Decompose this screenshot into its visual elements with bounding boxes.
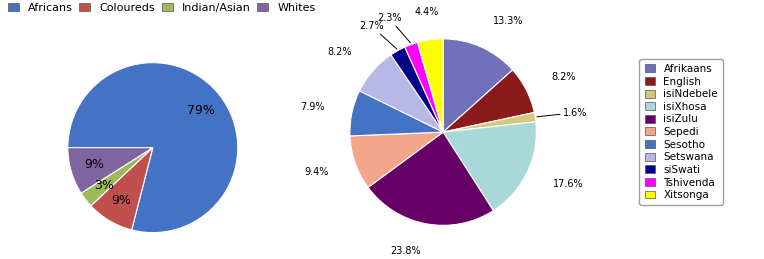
Text: 9%: 9% [84,158,104,171]
Wedge shape [417,39,443,132]
Wedge shape [68,148,153,193]
Wedge shape [443,39,513,132]
Text: 23.8%: 23.8% [390,246,421,256]
Text: 1.6%: 1.6% [0,258,1,259]
Legend: Africans, Coloureds, Indian/Asian, Whites: Africans, Coloureds, Indian/Asian, White… [5,0,318,15]
Wedge shape [81,148,153,206]
Text: 79%: 79% [187,104,215,117]
Wedge shape [350,91,443,136]
Wedge shape [391,47,443,132]
Wedge shape [443,122,536,211]
Legend: Afrikaans, English, isiNdebele, isiXhosa, isiZulu, Sepedi, Sesotho, Setswana, si: Afrikaans, English, isiNdebele, isiXhosa… [639,59,724,205]
Text: 9.4%: 9.4% [304,167,329,177]
Wedge shape [443,112,536,132]
Text: 8.2%: 8.2% [551,72,575,82]
Text: 17.7%: 17.7% [0,258,1,259]
Wedge shape [443,70,534,132]
Wedge shape [68,63,238,233]
Text: 2.3%: 2.3% [0,258,1,259]
Wedge shape [350,132,443,188]
Text: 7.9%: 7.9% [0,258,1,259]
Wedge shape [405,42,443,132]
Wedge shape [360,55,443,132]
Text: 4.4%: 4.4% [414,7,439,17]
Text: 9.5%: 9.5% [0,258,1,259]
Text: 1.6%: 1.6% [537,108,588,118]
Text: 2.3%: 2.3% [377,13,410,43]
Text: 13.4%: 13.4% [0,258,1,259]
Text: 8.2%: 8.2% [0,258,1,259]
Text: 17.6%: 17.6% [552,179,583,189]
Wedge shape [368,132,494,225]
Text: 2.7%: 2.7% [359,21,397,49]
Wedge shape [91,148,153,230]
Text: 2.7%: 2.7% [0,258,1,259]
Text: 8.2%: 8.2% [0,258,1,259]
Text: 9%: 9% [112,194,131,207]
Text: 8.2%: 8.2% [327,47,351,57]
Text: 13.3%: 13.3% [493,16,523,26]
Text: 4.4%: 4.4% [0,258,1,259]
Text: 23.9%: 23.9% [0,258,1,259]
Text: 7.9%: 7.9% [300,102,325,112]
Text: 3%: 3% [95,179,115,192]
